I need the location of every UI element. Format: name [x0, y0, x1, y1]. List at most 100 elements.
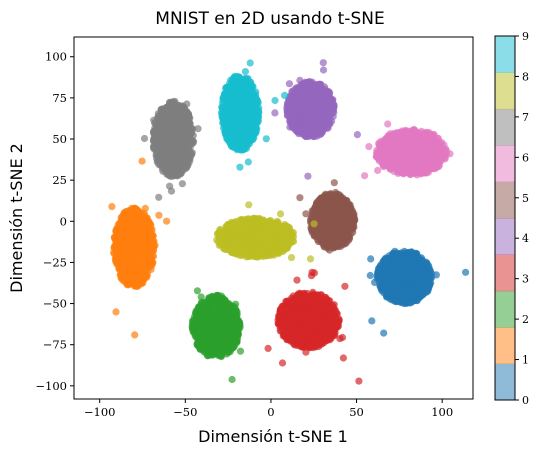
scatter-point	[393, 297, 401, 305]
scatter-point	[120, 240, 128, 249]
scatter-point	[433, 150, 441, 158]
scatter-point	[138, 248, 146, 256]
scatter-point	[113, 243, 121, 251]
scatter-point	[340, 240, 348, 248]
scatter-point	[344, 232, 352, 240]
scatter-point	[196, 332, 204, 340]
scatter-point	[133, 214, 141, 223]
scatter-point	[127, 267, 135, 275]
chart-title: MNIST en 2D usando t-SNE	[155, 9, 384, 29]
scatter-point	[112, 259, 120, 267]
scatter-point	[201, 301, 209, 309]
scatter-point	[283, 111, 291, 120]
scatter-point	[311, 103, 319, 111]
scatter-point	[418, 169, 426, 177]
scatter-point	[296, 334, 304, 342]
scatter-point	[131, 207, 139, 216]
scatter-point	[408, 286, 416, 294]
scatter-point	[381, 262, 389, 270]
scatter-point	[326, 297, 334, 305]
scatter-point	[122, 262, 130, 270]
scatter-point	[298, 87, 306, 95]
scatter-point	[112, 237, 120, 245]
scatter-point	[286, 104, 294, 112]
cluster-digit-1	[110, 204, 158, 290]
scatter-point	[141, 269, 149, 277]
scatter-point	[149, 232, 157, 240]
scatter-point	[145, 259, 153, 267]
scatter-point	[390, 259, 398, 267]
scatter-point	[405, 276, 413, 284]
scatter-point	[285, 97, 293, 105]
scatter-point	[394, 280, 402, 288]
scatter-point	[190, 323, 198, 331]
scatter-point	[137, 261, 145, 269]
scatter-point	[384, 284, 392, 292]
scatter-point	[300, 106, 308, 114]
scatter-point	[377, 274, 385, 282]
scatter-point	[130, 225, 138, 234]
scatter-point	[434, 134, 442, 142]
scatter-point	[113, 248, 121, 257]
scatter-point	[349, 219, 357, 227]
scatter-point	[283, 298, 291, 306]
scatter-point	[214, 326, 222, 335]
scatter-point	[112, 227, 120, 236]
scatter-point	[316, 231, 324, 239]
scatter-point	[400, 140, 408, 148]
scatter-point	[135, 269, 143, 277]
scatter-point	[405, 262, 414, 270]
scatter-point	[402, 285, 410, 293]
scatter-point	[120, 214, 128, 222]
scatter-point	[402, 127, 410, 135]
scatter-points	[108, 59, 470, 385]
scatter-point	[437, 142, 446, 150]
scatter-point	[401, 148, 409, 156]
scatter-point	[374, 269, 382, 277]
scatter-point	[332, 229, 340, 237]
scatter-point	[388, 161, 396, 169]
scatter-point	[345, 201, 353, 209]
scatter-point	[311, 324, 319, 332]
scatter-point	[290, 302, 298, 310]
scatter-point	[203, 315, 211, 324]
scatter-point	[419, 275, 427, 283]
scatter-point	[216, 336, 225, 344]
scatter-point	[299, 326, 307, 334]
scatter-point	[403, 255, 411, 263]
scatter-point	[147, 248, 155, 257]
scatter-point	[317, 296, 325, 304]
scatter-point	[423, 140, 431, 148]
scatter-point	[400, 262, 408, 270]
scatter-point	[293, 107, 301, 115]
scatter-point	[413, 250, 421, 258]
scatter-point	[210, 337, 218, 345]
scatter-point	[122, 278, 130, 286]
scatter-point	[194, 315, 202, 323]
scatter-point	[295, 116, 303, 124]
scatter-point	[314, 199, 322, 207]
scatter-point	[208, 293, 216, 301]
scatter-point	[214, 293, 222, 301]
scatter-point	[132, 281, 140, 289]
scatter-point	[306, 115, 314, 123]
scatter-point	[374, 153, 382, 162]
scatter-point	[225, 307, 233, 315]
scatter-point	[300, 125, 308, 133]
scatter-point	[425, 274, 433, 282]
scatter-point	[145, 237, 154, 245]
scatter-point	[386, 153, 394, 161]
scatter-point	[278, 327, 286, 335]
scatter-point	[322, 214, 330, 222]
scatter-point	[326, 93, 334, 102]
scatter-point	[392, 129, 400, 137]
scatter-point	[143, 226, 151, 234]
scatter-point	[296, 340, 304, 348]
scatter-point	[147, 221, 155, 229]
scatter-point	[418, 283, 426, 291]
scatter-point	[318, 324, 326, 332]
scatter-point	[390, 290, 398, 298]
scatter-point	[321, 222, 330, 230]
